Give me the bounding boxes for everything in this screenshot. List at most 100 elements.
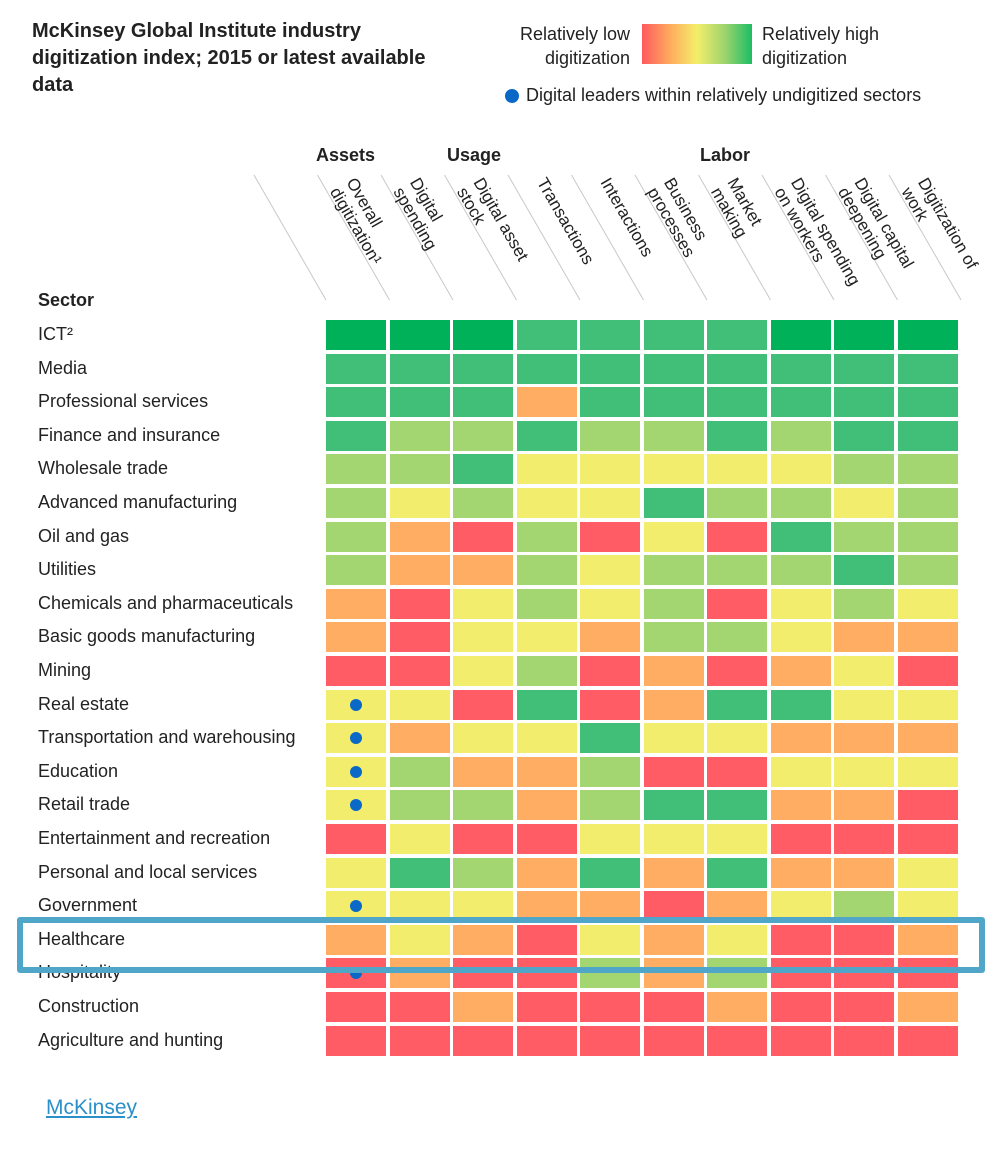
column-divider-line (253, 174, 327, 301)
heatmap-cell (834, 992, 894, 1022)
heatmap-cell (770, 320, 831, 350)
column-header-label: Marketmaking (707, 175, 767, 241)
heatmap-cell (453, 992, 513, 1022)
heatmap-cell (643, 992, 704, 1022)
heatmap-cell (834, 387, 894, 418)
group-usage-label: Usage (447, 145, 502, 165)
heatmap-cell (326, 454, 386, 485)
heatmap-cell (389, 588, 450, 619)
heatmap-cell (580, 790, 640, 821)
heatmap-cell (770, 958, 831, 989)
heatmap-cell (770, 723, 831, 754)
heatmap-cell (580, 454, 640, 485)
heatmap-cell (834, 790, 894, 821)
heatmap-cell (643, 723, 704, 754)
heatmap-cell (643, 1025, 704, 1056)
heatmap-cell (834, 555, 894, 586)
heatmap-cell (643, 891, 704, 922)
heatmap-cell (834, 353, 894, 384)
sector-label: Finance and insurance (38, 424, 221, 445)
heatmap-cell (389, 353, 450, 384)
sector-label: Basic goods manufacturing (38, 626, 256, 647)
column-header-area: Overalldigitization¹ Digitalspending Digit… (253, 174, 982, 301)
heatmap-cell (834, 924, 894, 955)
heatmap-cell (580, 857, 640, 888)
heatmap-cell (897, 488, 958, 518)
heatmap-cell (453, 320, 513, 350)
heatmap-cell (516, 1025, 577, 1056)
heatmap-cell (643, 790, 704, 821)
heatmap-cell (834, 723, 894, 754)
heatmap-cell (326, 488, 386, 518)
heatmap-cell (707, 420, 767, 451)
heatmap-cell (516, 857, 577, 888)
heatmap-cell (453, 924, 513, 955)
heatmap-cell (389, 857, 450, 888)
heatmap-cell (516, 958, 577, 989)
heatmap-cell (897, 857, 958, 888)
heatmap-cell (897, 555, 958, 586)
heatmap-cell (580, 420, 640, 451)
heatmap-cell (643, 488, 704, 518)
heatmap-cell (834, 857, 894, 888)
heatmap-cell (643, 958, 704, 989)
heatmap-cell (643, 521, 704, 552)
heatmap-cell (707, 521, 767, 552)
heatmap-cell (897, 521, 958, 552)
heatmap-cell (389, 723, 450, 754)
sector-column-header: Sector (38, 290, 95, 310)
digital-leader-dot-icon (350, 732, 362, 745)
sector-label: Construction (38, 996, 140, 1016)
sector-label: Mining (38, 660, 92, 680)
heatmap-cell (770, 824, 831, 854)
column-divider-line (698, 174, 771, 301)
heatmap-cell (516, 656, 577, 686)
heatmap-cell (516, 622, 577, 653)
column-header-label: Interactions (597, 175, 657, 261)
heatmap-cell (580, 588, 640, 619)
heatmap-cell (516, 723, 577, 754)
heatmap-cell (453, 756, 513, 787)
heatmap-cell (897, 723, 958, 754)
heatmap-cell (770, 387, 831, 418)
heatmap-cell (516, 891, 577, 922)
heatmap-cell (770, 656, 831, 686)
heatmap-cell (389, 622, 450, 653)
heatmap-cell (707, 622, 767, 653)
heatmap-cell (707, 656, 767, 686)
heatmap-cell (834, 622, 894, 653)
heatmap-cell (643, 320, 704, 350)
heatmap-cell (516, 689, 577, 720)
sector-label: Education (38, 760, 119, 781)
heatmap-cell (580, 521, 640, 552)
heatmap-cell (643, 924, 704, 955)
heatmap-cell (707, 924, 767, 955)
heatmap-cell (643, 824, 704, 854)
heatmap-cell (389, 555, 450, 586)
heatmap-cell (326, 1025, 386, 1056)
heatmap-cell (389, 387, 450, 418)
heatmap-cell (326, 521, 386, 552)
column-divider-line (634, 174, 708, 301)
column-divider-line (571, 174, 644, 301)
heatmap-cell (834, 488, 894, 518)
column-divider-line (507, 174, 581, 301)
heatmap-cell (580, 320, 640, 350)
legend-color-scale (642, 24, 752, 64)
heatmap-cell (389, 756, 450, 787)
heatmap-cell (897, 992, 958, 1022)
heatmap-cell (897, 622, 958, 653)
heatmap-cell (580, 756, 640, 787)
heatmap-cell (516, 320, 577, 350)
heatmap-cell (770, 924, 831, 955)
sector-label: Personal and local services (38, 861, 258, 882)
mckinsey-source-link[interactable]: McKinsey (46, 1096, 138, 1119)
heatmap-cell (897, 454, 958, 485)
heatmap-cell (834, 1025, 894, 1056)
heatmap-cell (326, 387, 386, 418)
heatmap-cell (770, 353, 831, 384)
sector-label: Utilities (38, 559, 97, 580)
column-divider-line (380, 174, 454, 301)
heatmap-cell (580, 1025, 640, 1056)
heatmap-cell (897, 689, 958, 720)
